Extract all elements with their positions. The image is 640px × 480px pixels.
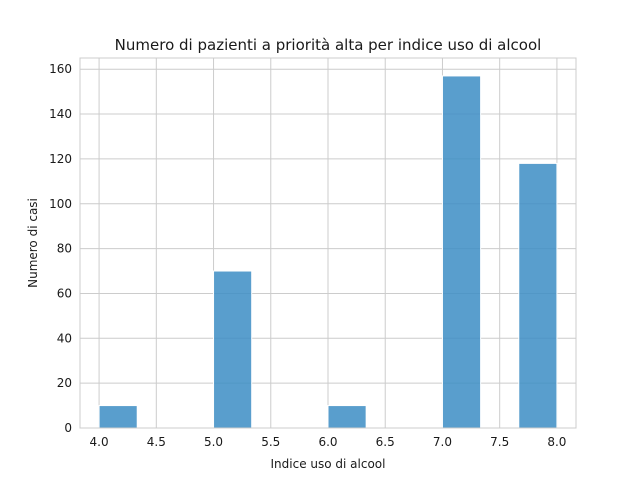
bars: [98, 75, 558, 429]
chart-title: Numero di pazienti a priorità alta per i…: [115, 36, 542, 54]
y-tick-label: 40: [57, 331, 72, 345]
histogram-bar: [518, 162, 558, 429]
x-axis-label: Indice uso di alcool: [271, 457, 386, 471]
x-tick-label: 6.0: [318, 435, 337, 449]
x-tick-label: 5.5: [261, 435, 280, 449]
x-tick-label: 6.5: [376, 435, 395, 449]
y-tick-label: 120: [49, 152, 72, 166]
x-tick-label: 8.0: [547, 435, 566, 449]
x-tick-labels: 4.0 4.5 5.0 5.5 6.0 6.5 7.0 7.5 8.0: [90, 435, 567, 449]
y-tick-labels: 0 20 40 60 80 100 120 140 160: [49, 62, 72, 435]
x-tick-label: 5.0: [204, 435, 223, 449]
y-tick-label: 80: [57, 242, 72, 256]
histogram-bar: [441, 75, 482, 429]
x-tick-label: 7.5: [490, 435, 509, 449]
x-tick-label: 4.0: [90, 435, 109, 449]
y-tick-label: 60: [57, 286, 72, 300]
x-tick-label: 7.0: [433, 435, 452, 449]
histogram-bar: [213, 270, 253, 429]
histogram-bar: [98, 405, 138, 429]
histogram-bar: [327, 405, 367, 429]
gridlines: [80, 58, 576, 429]
y-tick-label: 140: [49, 107, 72, 121]
x-tick-label: 4.5: [147, 435, 166, 449]
y-tick-label: 100: [49, 197, 72, 211]
plot-frame: [79, 57, 577, 429]
y-tick-label: 160: [49, 62, 72, 76]
y-axis-label: Numero di casi: [26, 198, 40, 288]
y-tick-label: 20: [57, 376, 72, 390]
y-tick-label: 0: [64, 421, 72, 435]
